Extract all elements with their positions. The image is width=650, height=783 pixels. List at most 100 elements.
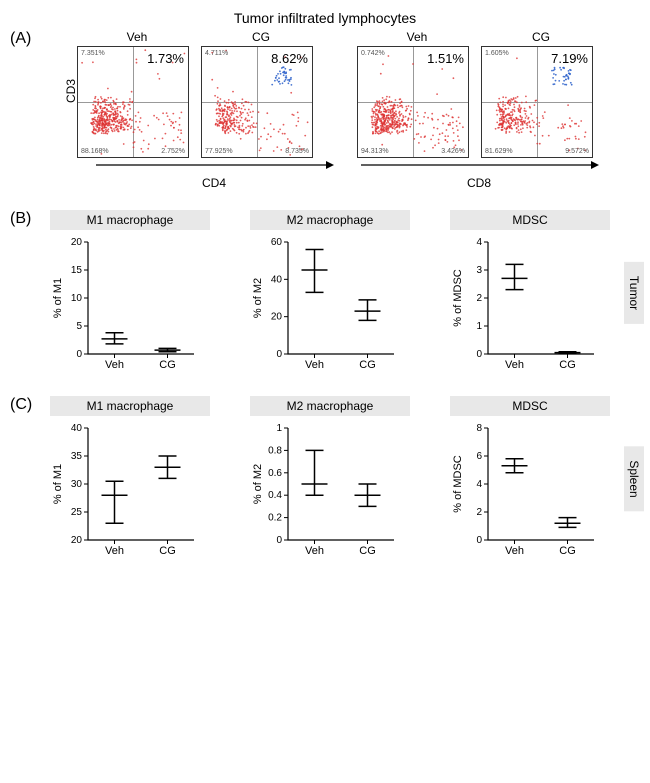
side-label-spleen: Spleen [624,446,644,511]
svg-text:1: 1 [276,423,282,434]
svg-text:Veh: Veh [505,359,524,371]
svg-text:6: 6 [476,451,482,462]
chart-header: MDSC [450,210,610,230]
quadrant-pct-main: 1.73% [147,51,184,66]
svg-text:4: 4 [476,479,482,490]
svg-text:4: 4 [476,237,482,248]
svg-text:8: 8 [476,423,482,434]
svg-text:0: 0 [276,349,282,360]
flow-group: Veh 1.51% 0.742% 94.313% 3.426% CG 7.19% 1.605%… [357,30,601,158]
x-axis-group: CD8 [357,158,601,190]
flow-box: 7.19% 1.605% 81.629% 9.572% [481,46,593,158]
svg-text:20: 20 [71,237,83,248]
svg-text:5: 5 [76,321,82,332]
flow-box: 8.62% 4.711% 77.925% 8.735% [201,46,313,158]
quadrant-pct-br: 8.735% [285,148,309,155]
svg-text:20: 20 [71,535,83,546]
svg-text:CG: CG [359,545,376,557]
svg-text:Veh: Veh [105,545,124,557]
panel-a-label: (A) [10,30,31,48]
x-axis-group: CD4 [77,158,351,190]
svg-text:1: 1 [476,321,482,332]
quadrant-pct-bl: 94.313% [361,148,389,155]
x-axis-label: CD4 [77,176,351,190]
mini-chart: 05101520% of M1VehCG [50,236,200,376]
quadrant-pct-main: 8.62% [271,51,308,66]
chart-cell: M2 macrophage0204060% of M2VehCG [250,210,410,376]
chart-cell: MDSC 0 1 2 3 4 % of MDSC Veh CG [450,210,610,376]
flow-group: Veh1.73%7.351%88.168%2.752%CD3CG8.62%4.7… [77,30,321,158]
svg-text:40: 40 [71,423,83,434]
svg-text:CG: CG [559,545,576,557]
flow-condition-label: CG [201,30,321,44]
flow-plot: Veh1.73%7.351%88.168%2.752%CD3 [77,30,197,158]
flow-plot: Veh 1.51% 0.742% 94.313% 3.426% [357,30,477,158]
quadrant-pct-bl: 81.629% [485,148,513,155]
svg-text:0: 0 [276,535,282,546]
side-label-tumor: Tumor [624,262,644,324]
flow-condition-label: Veh [77,30,197,44]
x-axis-label: CD8 [357,176,601,190]
svg-text:0.6: 0.6 [268,468,282,479]
svg-text:0: 0 [476,349,482,360]
quadrant-pct-br: 2.752% [161,148,185,155]
panel-b: (B) M1 macrophage05101520% of M1VehCGM2 … [10,210,640,376]
flow-plot: CG 8.62% 4.711% 77.925% 8.735% [201,30,321,158]
svg-text:2: 2 [476,293,482,304]
svg-text:Veh: Veh [505,545,524,557]
flow-condition-label: Veh [357,30,477,44]
svg-text:% of M1: % of M1 [52,278,64,318]
svg-text:0.2: 0.2 [268,513,282,524]
quadrant-pct-tl: 4.711% [205,50,228,57]
chart-header: M1 macrophage [50,396,210,416]
svg-text:0: 0 [76,349,82,360]
svg-text:25: 25 [71,507,83,518]
svg-text:CG: CG [559,359,576,371]
quadrant-pct-br: 3.426% [441,148,465,155]
quadrant-pct-bl: 77.925% [205,148,233,155]
figure-title: Tumor infiltrated lymphocytes [10,10,640,26]
flow-box: 1.73%7.351%88.168%2.752% [77,46,189,158]
chart-header: MDSC [450,396,610,416]
mini-chart: 0 1 2 3 4 % of MDSC Veh CG [450,236,600,376]
svg-text:Veh: Veh [105,359,124,371]
svg-text:% of MDSC: % of MDSC [452,455,464,513]
svg-text:20: 20 [271,312,283,323]
svg-text:% of M1: % of M1 [52,464,64,504]
quadrant-pct-br: 9.572% [565,148,589,155]
chart-header: M2 macrophage [250,396,410,416]
mini-chart: 0204060% of M2VehCG [250,236,400,376]
panel-c: (C) M1 macrophage2025303540% of M1VehCGM… [10,396,640,562]
svg-text:CG: CG [159,545,176,557]
chart-cell: M1 macrophage05101520% of M1VehCG [50,210,210,376]
svg-text:3: 3 [476,265,482,276]
svg-text:% of MDSC: % of MDSC [452,269,464,327]
chart-header: M2 macrophage [250,210,410,230]
flow-condition-label: CG [481,30,601,44]
chart-header: M1 macrophage [50,210,210,230]
svg-text:15: 15 [71,265,83,276]
chart-cell: M1 macrophage 20 25 30 35 40 % of M1 Veh CG [50,396,210,562]
panel-a: (A) Veh1.73%7.351%88.168%2.752%CD3CG8.62… [10,30,640,190]
quadrant-pct-main: 1.51% [427,51,464,66]
quadrant-pct-main: 7.19% [551,51,588,66]
quadrant-pct-tl: 7.351% [81,50,105,57]
y-axis-label: CD3 [64,79,78,103]
svg-text:40: 40 [271,274,283,285]
mini-chart: 20 25 30 35 40 % of M1 Veh CG [50,422,200,562]
quadrant-pct-tl: 0.742% [361,50,385,57]
mini-chart: 02468% of MDSCVehCG [450,422,600,562]
svg-text:10: 10 [71,293,83,304]
svg-text:Veh: Veh [305,359,324,371]
svg-text:% of M2: % of M2 [252,278,264,318]
flow-box: 1.51% 0.742% 94.313% 3.426% [357,46,469,158]
svg-text:60: 60 [271,237,283,248]
quadrant-pct-tl: 1.605% [485,50,509,57]
svg-text:35: 35 [71,451,83,462]
chart-cell: M2 macrophage00.20.40.60.81% of M2VehCG [250,396,410,562]
svg-text:0.4: 0.4 [268,490,282,501]
svg-text:30: 30 [71,479,83,490]
svg-text:0.8: 0.8 [268,445,282,456]
mini-chart: 00.20.40.60.81% of M2VehCG [250,422,400,562]
chart-cell: MDSC02468% of MDSCVehCG [450,396,610,562]
